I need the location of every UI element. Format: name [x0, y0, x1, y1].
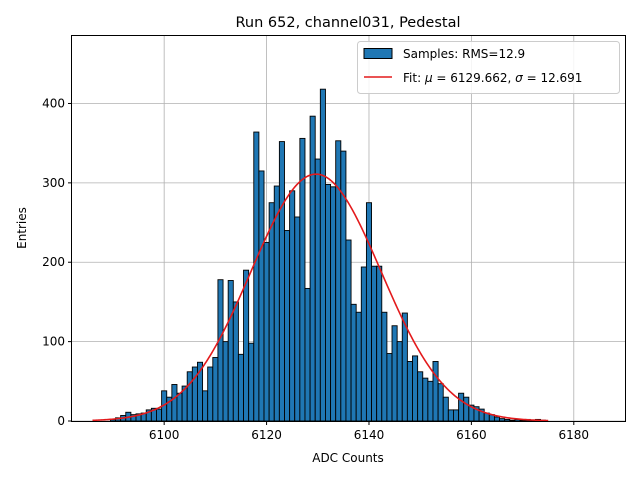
histogram-bar: [335, 140, 342, 422]
histogram-bar: [232, 301, 239, 422]
chart-title: Run 652, channel031, Pedestal: [235, 15, 460, 31]
legend-label-fit: Fit: μ = 6129.662, σ = 12.691: [403, 71, 582, 85]
y-tick-label: 200: [42, 255, 65, 269]
histogram-bar: [314, 158, 321, 422]
histogram-bar: [186, 371, 193, 422]
y-axis-ticks: 0 100 200 300 400: [42, 96, 72, 428]
histogram-bar: [442, 396, 449, 422]
histogram-bar: [493, 416, 501, 422]
histogram-bar: [227, 280, 234, 422]
x-axis-ticks: 6100 6120 6140 6160 6180: [149, 421, 589, 442]
histogram-bar: [171, 384, 178, 422]
legend: Samples: RMS=12.9 Fit: μ = 6129.662, σ =…: [357, 41, 620, 94]
histogram-bar: [319, 88, 326, 422]
legend-swatch-samples: [363, 48, 393, 59]
histogram-bar: [294, 216, 301, 422]
x-tick-label: 6100: [149, 428, 180, 442]
histogram-bar: [437, 383, 444, 422]
histogram-bar: [325, 183, 332, 422]
histogram-bar: [273, 185, 280, 422]
histogram-bar: [222, 341, 229, 422]
sigma-symbol: σ: [515, 71, 523, 85]
histogram-bar: [396, 341, 403, 422]
histogram-bar: [243, 269, 250, 422]
histogram-bar: [355, 311, 362, 422]
legend-fit-suffix: = 12.691: [523, 71, 583, 85]
x-tick-label: 6160: [456, 428, 487, 442]
x-tick-label: 6140: [354, 428, 385, 442]
histogram-bar: [427, 380, 434, 422]
histogram-bar: [406, 361, 413, 422]
plot-frame: [71, 35, 626, 422]
histogram-bar: [253, 131, 260, 422]
histogram-bar: [453, 409, 460, 422]
histogram-bar: [304, 287, 311, 422]
x-tick-label: 6180: [559, 428, 590, 442]
legend-fit-mid: = 6129.662,: [433, 71, 516, 85]
histogram-bar: [386, 353, 393, 422]
histogram-bar: [371, 265, 378, 422]
histogram-bar: [268, 202, 275, 422]
histogram-bar: [350, 303, 357, 422]
legend-label-samples: Samples: RMS=12.9: [403, 47, 525, 61]
x-axis-label: ADC Counts: [312, 451, 384, 465]
y-tick-label: 0: [57, 414, 65, 428]
histogram-bar: [422, 377, 429, 422]
mu-symbol: μ: [424, 71, 433, 85]
histogram-bar: [463, 396, 470, 422]
histogram-bar: [345, 239, 352, 422]
legend-box: [357, 41, 620, 94]
y-tick-label: 400: [42, 96, 65, 110]
histogram-bar: [309, 115, 316, 422]
histogram-bar: [237, 353, 244, 422]
histogram-bar: [360, 266, 367, 422]
y-axis-label: Entries: [15, 207, 29, 249]
fit-curve: [92, 173, 549, 422]
histogram-bar: [289, 190, 296, 422]
histogram-bar: [504, 418, 511, 422]
histogram-bar: [391, 325, 398, 422]
histogram-bar: [365, 202, 372, 422]
histogram-bar: [509, 419, 516, 422]
y-tick-label: 100: [42, 335, 65, 349]
histogram-bar: [432, 361, 439, 422]
histogram-bar: [499, 418, 506, 422]
histogram-bar: [417, 371, 424, 422]
histogram-bar: [376, 265, 383, 422]
histogram-bar: [263, 241, 270, 422]
histogram-bar: [447, 409, 454, 422]
histogram-bar: [176, 392, 183, 422]
legend-fit-prefix: Fit:: [403, 71, 425, 85]
histogram-bar: [156, 408, 163, 422]
histogram-bar: [258, 170, 265, 422]
histogram-bar: [412, 355, 419, 422]
histogram-bar: [278, 141, 285, 422]
x-tick-label: 6120: [251, 428, 282, 442]
histogram-bar: [381, 311, 388, 422]
histogram-bars: [109, 88, 547, 422]
histogram-bar: [248, 342, 255, 422]
histogram-bar: [458, 392, 465, 422]
histogram-bar: [284, 230, 291, 422]
histogram-bar: [202, 390, 209, 422]
histogram-bar: [207, 366, 214, 422]
y-tick-label: 300: [42, 176, 65, 190]
histogram-bar: [330, 186, 337, 422]
histogram-bar: [217, 279, 224, 422]
histogram-bar: [212, 357, 219, 422]
